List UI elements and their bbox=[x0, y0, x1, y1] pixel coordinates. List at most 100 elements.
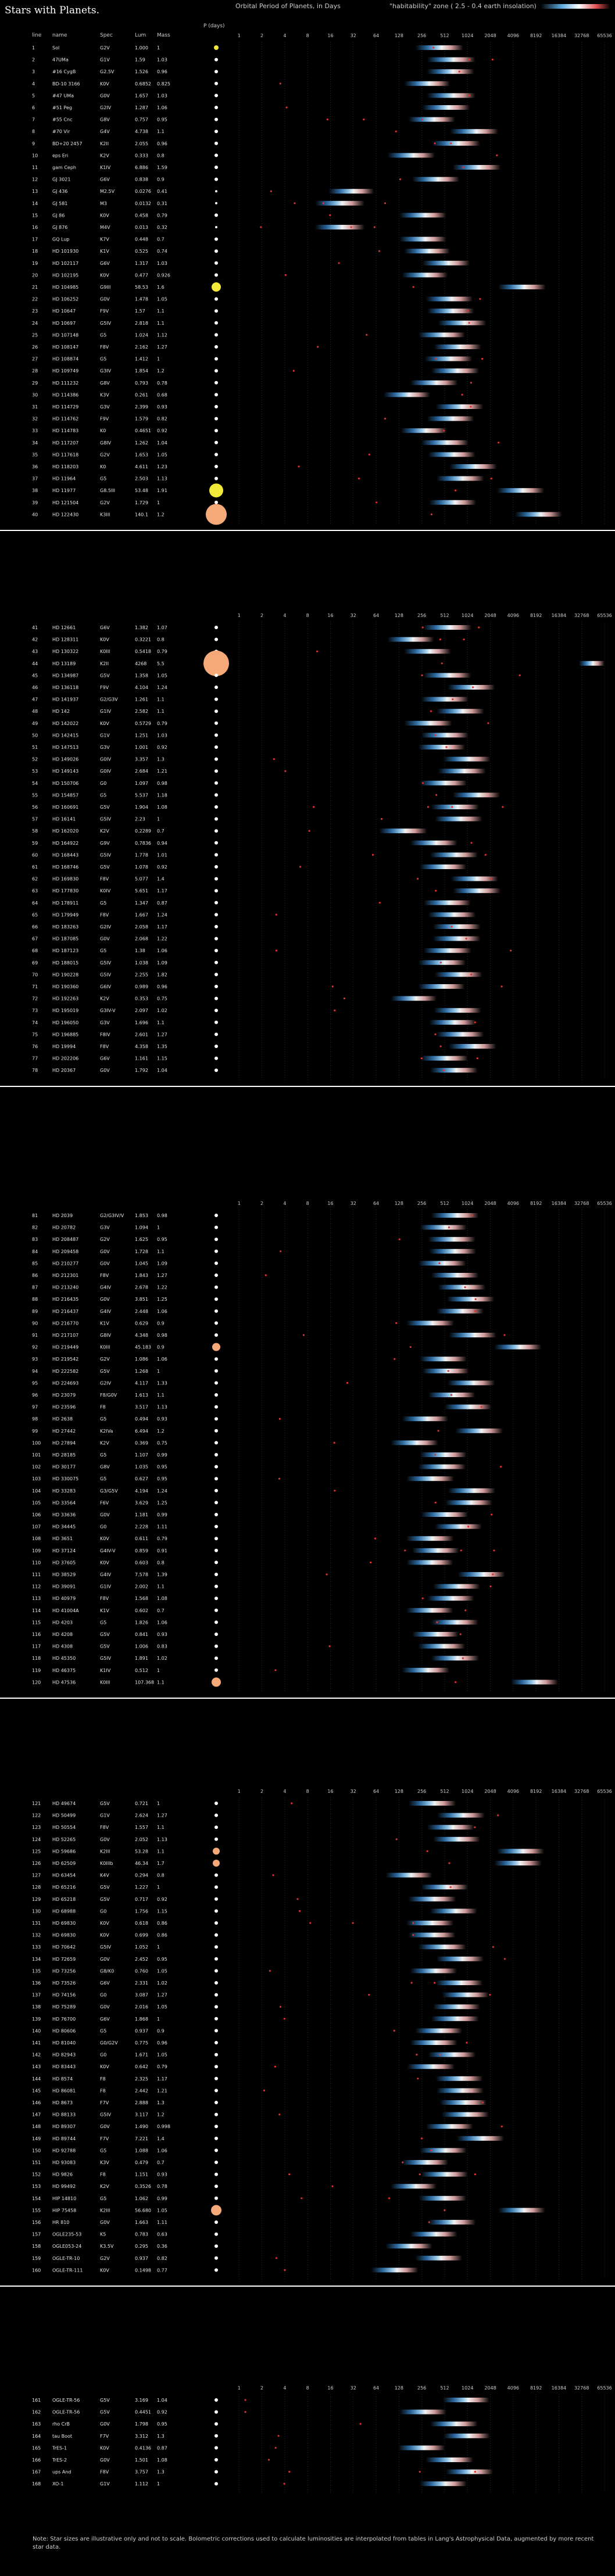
habitable-zone-band bbox=[428, 912, 476, 917]
cell-name: HD 168443 bbox=[52, 852, 78, 858]
star-marker bbox=[214, 733, 218, 737]
star-marker bbox=[203, 650, 229, 676]
cell-type: G1V bbox=[100, 2481, 110, 2487]
planet-marker bbox=[285, 106, 288, 109]
cell-lum: 1.57 bbox=[135, 308, 145, 314]
cell-n: 129 bbox=[32, 1897, 41, 1902]
cell-n: 52 bbox=[32, 757, 38, 762]
cell-mass: 0.8 bbox=[157, 637, 165, 643]
cell-lum: 0.2289 bbox=[135, 828, 151, 834]
cell-name: HD 16141 bbox=[52, 817, 76, 822]
habitable-zone-band bbox=[419, 1225, 467, 1230]
cell-name: HD 178911 bbox=[52, 900, 78, 906]
cell-n: 58 bbox=[32, 828, 38, 834]
star-marker bbox=[214, 2434, 218, 2438]
cell-type: G0V bbox=[100, 1261, 110, 1266]
cell-lum: 1.412 bbox=[135, 357, 148, 362]
planet-marker bbox=[322, 202, 324, 204]
cell-name: HD 330075 bbox=[52, 1476, 78, 1481]
cell-mass: 0.86 bbox=[157, 1933, 167, 1938]
cell-lum: 0.611 bbox=[135, 1536, 148, 1541]
cell-lum: 58.53 bbox=[135, 285, 148, 290]
chart-panel-1: 1 2 4 8 16 32 64 128 256 512 1024 2048 4096 8192 16384… bbox=[32, 33, 612, 525]
x-tick-label: 256 bbox=[417, 1789, 426, 1794]
cell-type: G1IV bbox=[100, 1584, 112, 1590]
cell-lum: 1.501 bbox=[135, 2457, 148, 2463]
planet-marker bbox=[434, 1454, 437, 1456]
cell-name: HD 75289 bbox=[52, 2004, 76, 2010]
star-marker bbox=[214, 2482, 218, 2486]
planet-marker bbox=[460, 1549, 462, 1552]
cell-type: G5 bbox=[100, 332, 106, 338]
cell-lum: 2.162 bbox=[135, 345, 148, 350]
cell-lum: 0.6852 bbox=[135, 81, 151, 87]
cell-type: G8V bbox=[100, 381, 110, 386]
star-marker bbox=[214, 1524, 218, 1529]
cell-mass: 1.04 bbox=[157, 2398, 167, 2403]
x-tick-label: 4096 bbox=[507, 613, 519, 618]
cell-mass: 0.9 bbox=[157, 177, 165, 182]
habitable-zone-band bbox=[457, 1572, 505, 1577]
cell-n: 118 bbox=[32, 1656, 41, 1661]
cell-name: HD 27442 bbox=[52, 1429, 76, 1434]
cell-n: 136 bbox=[32, 1981, 41, 1986]
cell-type: K0V bbox=[100, 2268, 109, 2273]
planet-marker bbox=[487, 722, 489, 724]
cell-name: HD 11964 bbox=[52, 476, 76, 482]
cell-lum: 1.868 bbox=[135, 2017, 148, 2022]
cell-lum: 0.013 bbox=[135, 225, 148, 230]
x-tick-label: 64 bbox=[373, 613, 379, 618]
cell-mass: 0.79 bbox=[157, 213, 167, 218]
cell-lum: 0.1498 bbox=[135, 2268, 151, 2273]
x-tick-label: 1 bbox=[238, 2385, 241, 2391]
planet-marker bbox=[378, 902, 381, 904]
cell-name: HD 72659 bbox=[52, 1957, 76, 1962]
planet-marker bbox=[283, 2018, 286, 2020]
cell-n: 1 bbox=[32, 45, 35, 51]
star-marker bbox=[214, 1668, 218, 1672]
cell-lum: 1.904 bbox=[135, 805, 148, 810]
cell-name: HD 11977 bbox=[52, 488, 76, 493]
cell-lum: 1.843 bbox=[135, 1273, 148, 1278]
cell-n: 92 bbox=[32, 1345, 38, 1350]
cell-lum: 1.728 bbox=[135, 1249, 148, 1254]
page-title: Stars with Planets. bbox=[5, 5, 100, 16]
habitable-zone-band bbox=[412, 177, 460, 182]
planet-marker bbox=[447, 1370, 449, 1372]
habitable-zone-band bbox=[410, 1968, 457, 1974]
cell-name: HD 217107 bbox=[52, 1333, 78, 1338]
cell-name: HD 93083 bbox=[52, 2160, 76, 2165]
cell-n: 119 bbox=[32, 1668, 41, 1673]
cell-n: 126 bbox=[32, 1861, 41, 1866]
habitable-zone-band bbox=[436, 709, 484, 714]
x-tick-label: 32768 bbox=[574, 613, 589, 618]
star-marker bbox=[214, 745, 218, 749]
cell-name: OGLE-TR-111 bbox=[52, 2268, 83, 2273]
cell-n: 73 bbox=[32, 1008, 38, 1013]
cell-lum: 1.756 bbox=[135, 1908, 148, 1914]
cell-n: 32 bbox=[32, 417, 38, 422]
cell-lum: 7.578 bbox=[135, 1572, 148, 1577]
star-marker bbox=[214, 177, 218, 181]
cell-type: G5IV bbox=[100, 2112, 112, 2118]
star-marker bbox=[214, 1309, 218, 1313]
planet-marker bbox=[274, 2065, 276, 2068]
planet-marker bbox=[284, 770, 287, 772]
star-marker bbox=[211, 2205, 221, 2216]
cell-mass: 0.7 bbox=[157, 2160, 165, 2165]
cell-lum: 3.629 bbox=[135, 1500, 148, 1505]
planet-marker bbox=[373, 226, 376, 228]
cell-n: 67 bbox=[32, 937, 38, 942]
cell-mass: 1.06 bbox=[157, 1357, 167, 1362]
cell-mass: 1 bbox=[157, 2481, 160, 2487]
cell-mass: 0.92 bbox=[157, 864, 167, 870]
cell-type: K0III bbox=[100, 649, 110, 654]
planet-marker bbox=[350, 226, 352, 228]
cell-n: 162 bbox=[32, 2410, 41, 2415]
habitable-zone-band bbox=[419, 2148, 467, 2153]
star-marker bbox=[214, 1584, 218, 1588]
cell-mass: 0.78 bbox=[157, 2184, 167, 2189]
habitable-zone-band bbox=[399, 236, 446, 242]
cell-lum: 1.853 bbox=[135, 1213, 148, 1218]
cell-lum: 2.068 bbox=[135, 937, 148, 942]
